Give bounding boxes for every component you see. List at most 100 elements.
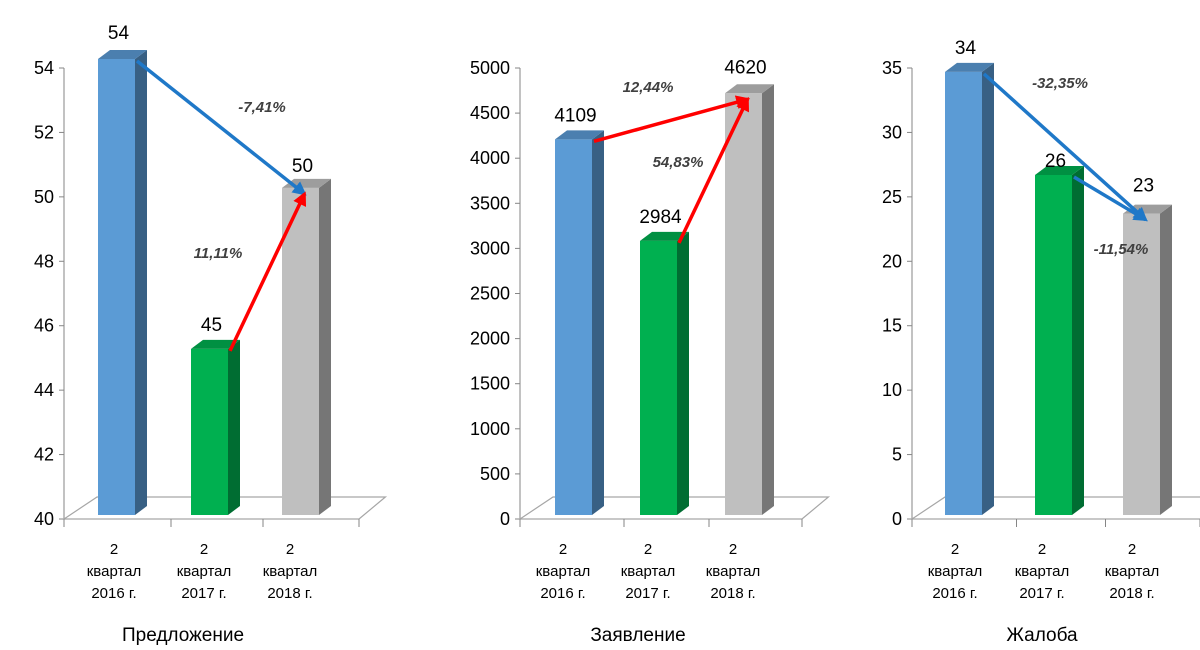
y-tick-label: 500 [480,464,510,484]
y-tick-label: 50 [34,187,54,207]
chart-1: 0 500 1000 1500 2000 2500 3000 3500 4000 4500 5000… [470,57,831,646]
y-tick-label: 2500 [470,284,510,304]
y-tick-label: 44 [34,380,54,400]
bar-top [98,50,147,59]
y-tick-label: 5 [892,445,902,465]
data-label: 50 [292,156,313,177]
percent-change-label: -11,54% [1094,241,1149,258]
bar-front [555,139,592,515]
y-tick-label: 48 [34,251,54,271]
data-label: 2984 [639,207,682,228]
bar-side [319,178,331,515]
y-tick-label: 40 [34,509,54,529]
bar [640,231,689,515]
bar-top [725,84,774,94]
percent-change-label: 12,44% [623,79,674,96]
chart-floor [518,496,831,520]
x-tick-label: 2 квартал 2017 г. [621,541,676,602]
chart-floor [62,496,388,520]
trend-arrow [228,191,307,352]
bar-side [1072,165,1084,515]
trend-arrow [593,95,751,144]
percent-change-label: -32,35% [1032,75,1088,92]
y-tick-label: 0 [892,509,902,529]
bar-front [945,71,982,515]
bar [1123,204,1172,515]
y-tick-label: 5000 [470,58,510,78]
trend-arrow [982,72,1148,222]
bar-top [640,231,689,241]
data-label: 45 [201,315,222,336]
bar [555,130,604,515]
y-tick-label: 25 [882,187,902,207]
bar-front [282,187,319,515]
y-tick-label: 15 [882,316,902,336]
bar-top [1035,165,1084,175]
chart-0: 40 42 44 46 48 50 52 54 54 2 квартал 2016 г. 45 2 квар… [34,23,388,646]
bar-front [191,348,228,515]
bar-front [640,240,677,515]
trend-arrow [135,59,307,196]
bar [191,339,240,515]
data-label: 26 [1045,151,1066,172]
bar [1035,165,1084,515]
bar-front [725,93,762,515]
x-tick-label: 2 квартал 2017 г. [177,541,232,602]
y-tick-label: 4500 [470,103,510,123]
y-tick-label: 3500 [470,193,510,213]
bar-front [98,59,135,515]
percent-change-label: -7,41% [238,99,286,116]
y-tick-label: 52 [34,122,54,142]
bar-side [228,339,240,515]
bar [98,50,147,515]
y-tick-label: 3000 [470,238,510,258]
chart-title: Заявление [590,625,685,646]
y-tick-label: 20 [882,251,902,271]
bar-side [135,50,147,515]
bar-side [592,130,604,515]
bar-front [1035,174,1072,515]
x-tick-label: 2 квартал 2016 г. [87,541,142,602]
y-tick-label: 4000 [470,148,510,168]
bar-front [1123,213,1160,515]
x-tick-label: 2 квартал 2018 г. [263,541,318,602]
data-label: 4620 [724,57,766,78]
trend-arrow [677,96,750,244]
x-tick-label: 2 квартал 2018 г. [1105,541,1160,602]
x-tick-label: 2 квартал 2018 г. [706,541,761,602]
percent-change-label: 54,83% [653,154,704,171]
y-tick-label: 42 [34,445,54,465]
y-tick-label: 10 [882,380,902,400]
chart-floor [910,496,1200,520]
x-tick-label: 2 квартал 2017 г. [1015,541,1070,602]
y-tick-label: 1000 [470,419,510,439]
data-label: 23 [1133,176,1154,197]
bar [282,178,331,515]
bar-side [982,62,994,516]
percent-change-label: 11,11% [194,245,243,262]
y-tick-label: 0 [500,509,510,529]
y-tick-label: 46 [34,316,54,336]
bar-side [677,231,689,515]
chart-2: 0 5 10 15 20 25 30 35 34 2 квартал 2016 г. 26 2 кварта… [882,38,1200,646]
x-tick-label: 2 квартал 2016 г. [536,541,591,602]
y-tick-label: 2000 [470,329,510,349]
data-label: 34 [955,38,977,59]
bar-top [191,339,240,349]
bar-top [945,62,994,72]
bar [725,84,774,515]
trend-arrow [1073,175,1148,222]
y-tick-label: 30 [882,122,902,142]
data-label: 4109 [554,105,596,126]
bar-side [762,84,774,515]
y-tick-label: 54 [34,58,54,78]
y-tick-label: 35 [882,58,902,78]
bar-side [1160,204,1172,515]
x-tick-label: 2 квартал 2016 г. [928,541,983,602]
bar-top [555,130,604,140]
chart-title: Предложение [122,625,244,646]
bar [945,62,994,516]
data-label: 54 [108,23,130,44]
y-tick-label: 1500 [470,374,510,394]
